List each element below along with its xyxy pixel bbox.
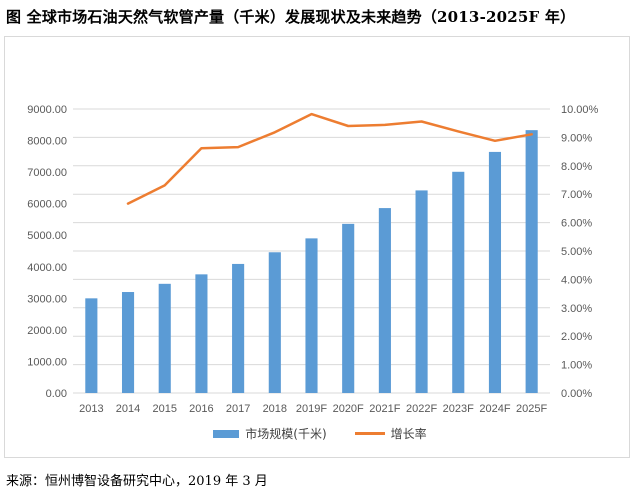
right-axis-tick-label: 8.00% — [561, 161, 592, 173]
x-axis-tick-label: 2019F — [296, 403, 327, 415]
bar — [305, 238, 318, 393]
bar — [121, 292, 135, 393]
x-axis-tick-label: 2018 — [263, 403, 287, 415]
left-axis-tick-label: 7000.00 — [27, 167, 67, 179]
left-axis-tick-label: 9000.00 — [27, 104, 67, 116]
x-axis-tick-label: 2017 — [226, 403, 250, 415]
chart-legend: 市场规模(千米) 增长率 — [0, 425, 640, 442]
right-axis-tick-label: 5.00% — [561, 246, 592, 258]
bar — [415, 190, 428, 393]
bar — [85, 298, 98, 393]
bar — [452, 171, 465, 393]
growth-rate-line — [126, 112, 533, 205]
left-axis-tick-label: 1000.00 — [27, 356, 67, 368]
x-axis-tick-label: 2025F — [516, 403, 547, 415]
legend-label-bars: 市场规模(千米) — [245, 427, 327, 441]
left-axis-tick-label: 5000.00 — [27, 230, 67, 242]
left-axis-tick-label: 8000.00 — [27, 136, 67, 148]
left-axis-tick-label: 6000.00 — [27, 199, 67, 211]
bar — [232, 263, 245, 393]
x-axis-tick-label: 2013 — [79, 403, 103, 415]
x-axis-tick-label: 2021F — [369, 403, 400, 415]
bar — [525, 130, 538, 394]
x-axis-tick-label: 2015 — [152, 403, 176, 415]
left-axis-tick-label: 4000.00 — [27, 262, 67, 274]
right-axis-tick-label: 1.00% — [561, 360, 592, 372]
legend-item-line: 增长率 — [354, 425, 427, 442]
right-axis-tick-label: 6.00% — [561, 218, 592, 230]
bar — [158, 283, 171, 393]
x-axis-tick-label: 2014 — [116, 403, 140, 415]
x-axis-tick-label: 2020F — [333, 403, 364, 415]
right-axis-tick-label: 9.00% — [561, 132, 592, 144]
right-axis-tick-label: 7.00% — [561, 189, 592, 201]
legend-item-bars: 市场规模(千米) — [213, 425, 327, 442]
left-axis-tick-label: 3000.00 — [27, 293, 67, 305]
figure-title: 图 全球市场石油天然气软管产量（千米）发展现状及未来趋势（2013-2025F … — [6, 8, 576, 26]
x-axis-tick-label: 2023F — [443, 403, 474, 415]
right-axis-tick-label: 4.00% — [561, 274, 592, 286]
legend-swatch-bars — [213, 429, 240, 438]
right-axis-tick-label: 3.00% — [561, 303, 592, 315]
right-axis-tick-label: 2.00% — [561, 331, 592, 343]
bar — [195, 274, 208, 393]
bar — [488, 151, 502, 393]
source-note: 来源：恒州博智设备研究中心，2019 年 3 月 — [6, 474, 268, 489]
x-axis-tick-label: 2024F — [479, 403, 510, 415]
x-axis-tick-label: 2022F — [406, 403, 437, 415]
right-axis-tick-label: 0.00% — [561, 388, 592, 400]
legend-swatch-line — [354, 432, 385, 435]
bar — [378, 208, 391, 393]
bar — [268, 252, 281, 393]
bar — [342, 223, 355, 393]
x-axis-tick-label: 2016 — [189, 403, 213, 415]
right-axis-tick-label: 10.00% — [561, 104, 599, 116]
legend-label-line: 增长率 — [390, 427, 427, 441]
left-axis-tick-label: 0.00 — [46, 388, 67, 400]
left-axis-tick-label: 2000.00 — [27, 325, 67, 337]
